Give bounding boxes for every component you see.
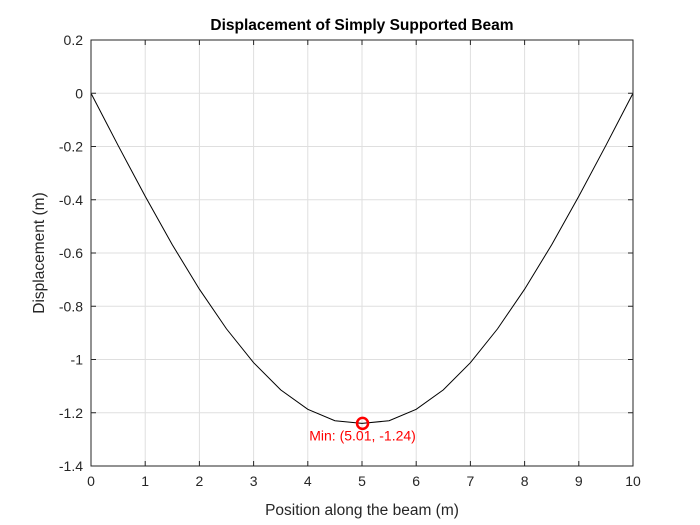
x-tick-label: 5 [358, 473, 366, 489]
y-tick-label: -1.4 [59, 458, 83, 474]
y-tick-label: -0.6 [59, 245, 83, 261]
x-tick-labels: 0 1 2 3 4 5 6 7 8 9 10 [87, 473, 641, 489]
x-tick-label: 1 [141, 473, 149, 489]
min-point-marker [355, 416, 370, 431]
x-tick-label: 3 [250, 473, 258, 489]
y-tick-labels: 0.2 0 -0.2 -0.4 -0.6 -0.8 -1 -1.2 -1.4 [59, 32, 83, 474]
displacement-line [90, 93, 634, 424]
min-point-label: Min: (5.01, -1.24) [309, 427, 416, 443]
x-tick-label: 2 [196, 473, 204, 489]
x-tick-label: 6 [412, 473, 420, 489]
y-tick-label: -1 [71, 352, 84, 368]
x-tick-label: 10 [625, 473, 641, 489]
x-tick-label: 7 [467, 473, 475, 489]
x-tick-label: 4 [304, 473, 312, 489]
y-tick-label: -0.2 [59, 139, 83, 155]
x-axis-label: Position along the beam (m) [265, 502, 459, 519]
x-tick-label: 0 [87, 473, 95, 489]
annotation-layer: Min: (5.01, -1.24) [309, 416, 416, 443]
y-tick-label: -1.2 [59, 405, 83, 421]
x-tick-label: 8 [521, 473, 529, 489]
tick-marks [90, 39, 634, 467]
y-tick-label: 0 [75, 85, 83, 101]
x-tick-label: 9 [575, 473, 583, 489]
y-axis-label: Displacement (m) [31, 192, 48, 313]
series-layer [90, 93, 634, 424]
y-tick-label: -0.8 [59, 298, 83, 314]
chart-title: Displacement of Simply Supported Beam [210, 17, 513, 34]
y-tick-label: -0.4 [59, 192, 83, 208]
y-tick-label: 0.2 [64, 32, 84, 48]
